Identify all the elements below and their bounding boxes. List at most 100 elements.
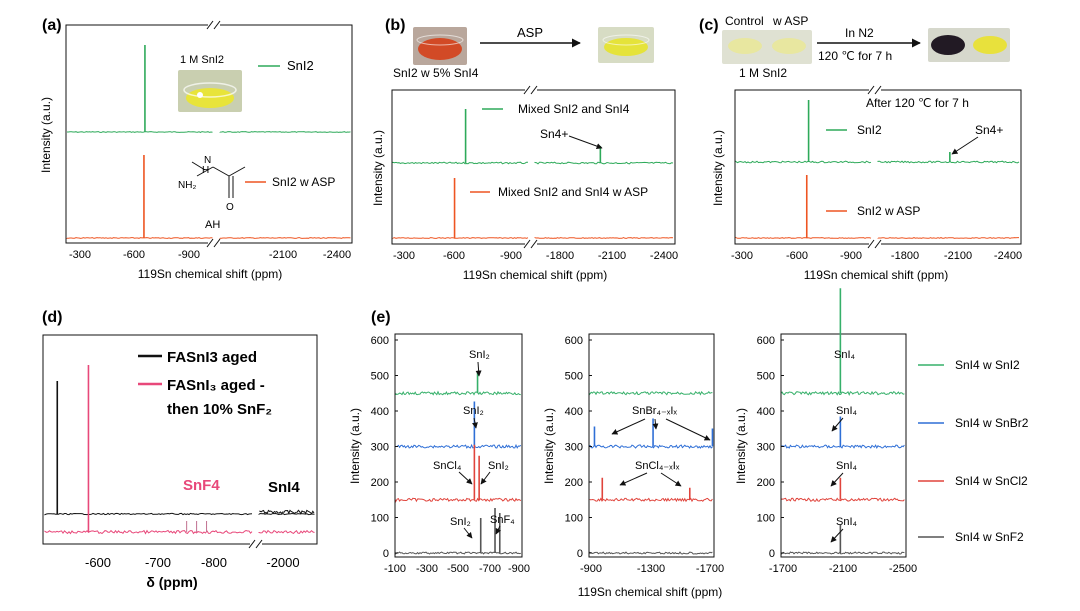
trace-3-baseline	[589, 551, 713, 555]
annotation-sn4: Sn4+	[975, 123, 1003, 137]
trace-2-baseline	[395, 497, 522, 503]
x-tick-label: -2100	[269, 249, 297, 261]
legend-sni2: SnI2	[287, 58, 314, 73]
annotation-sni4: SnI₄	[836, 516, 858, 528]
panel-b-traces	[392, 109, 674, 239]
trace-3-baseline	[781, 551, 905, 555]
legend-label: SnI4 w SnCl2	[955, 474, 1028, 488]
panel-d-axis-break	[248, 539, 263, 549]
photo-label-asp: w ASP	[772, 14, 808, 28]
annotation-sni4: SnI₄	[836, 460, 858, 472]
annotation-arrow	[568, 135, 603, 149]
annotation-arrow	[463, 527, 473, 539]
legend-aged: FASnI3 aged	[167, 349, 257, 366]
annotation-sn4: Sn4+	[540, 127, 568, 141]
trace-2-baseline	[589, 497, 713, 503]
y-tick-label: 300	[565, 442, 583, 454]
annotation-sni2: SnI₂	[463, 405, 484, 417]
annotation-arrow	[480, 471, 491, 485]
panel-b-x-axis-label: 119Sn chemical shift (ppm)	[463, 268, 608, 282]
trace-sni2-asp-baseline	[219, 237, 351, 239]
y-tick-label: 400	[757, 406, 775, 418]
y-tick-label: 200	[565, 477, 583, 489]
y-tick-label: 300	[371, 442, 389, 454]
legend-sni2-asp: SnI2 w ASP	[272, 175, 335, 189]
legend-aged-snf2-line2: then 10% SnF₂	[167, 401, 272, 418]
annotation-arrow	[471, 417, 478, 429]
annotation-arrow	[475, 361, 482, 377]
legend-label: SnI4 w SnI2	[955, 358, 1020, 372]
panel-b: (b) ASP SnI2 w 5% SnI4 -300 -600 -900 -1…	[371, 17, 678, 282]
label-snf4: SnF4	[183, 477, 220, 494]
arrow-label-asp: ASP	[517, 25, 543, 40]
trace-sni2-baseline	[67, 131, 213, 133]
x-tick-label: -100	[384, 563, 406, 575]
y-tick-label: 0	[577, 548, 583, 560]
x-tick-label: -900	[508, 563, 530, 575]
y-tick-label: 500	[757, 371, 775, 383]
y-tick-label: 400	[371, 406, 389, 418]
trace-aged-snf2-baseline	[258, 529, 315, 535]
y-tick-label: 500	[371, 371, 389, 383]
vial-photo-red	[413, 27, 467, 65]
panel-a-y-axis-label: Intensity (a.u.)	[39, 97, 53, 173]
annotation-snf4: SnF₄	[490, 514, 515, 526]
mol-atom-nh2: NH₂	[178, 180, 196, 191]
trace-0-baseline	[395, 390, 521, 396]
panel-e-traces	[395, 288, 905, 555]
trace-sni2-asp-baseline	[877, 237, 1019, 239]
panel-c: (c) Control w ASP 1 M SnI2 In N2 120 ℃ f…	[699, 14, 1022, 282]
x-tick-label: -600	[786, 250, 808, 262]
vial-photo-dark-yellow	[928, 28, 1010, 62]
trace-aged-baseline	[44, 512, 253, 516]
annotation-sncl4: SnCl₄	[433, 460, 462, 472]
y-tick-label: 200	[757, 477, 775, 489]
panel-b-axis-break	[523, 85, 538, 249]
panel-a-label: (a)	[42, 17, 62, 34]
trace-3-baseline	[395, 551, 521, 555]
legend-mixed-asp: Mixed SnI2 and SnI4 w ASP	[498, 185, 648, 199]
panel-c-label: (c)	[699, 17, 719, 34]
panel-d-x-axis-label: δ (ppm)	[146, 574, 197, 590]
annotation-arrow	[665, 418, 711, 441]
panel-a: (a) -300 -600 -900 -2100 -2400 119Sn che…	[39, 17, 353, 281]
annotation-arrow	[951, 136, 979, 155]
x-tick-label: -1800	[891, 250, 919, 262]
molecule-label: AH	[205, 219, 220, 231]
x-tick-label: -300	[731, 250, 753, 262]
panel-e-x-axis-label: 119Sn chemical shift (ppm)	[578, 585, 723, 599]
vial-photo-pair	[722, 30, 812, 64]
x-tick-label: -900	[840, 250, 862, 262]
label-sni4: SnI4	[268, 479, 300, 496]
x-tick-label: -2000	[266, 555, 299, 570]
legend-mixed: Mixed SnI2 and SnI4	[518, 102, 630, 116]
x-tick-label: -700	[479, 563, 501, 575]
trace-2-baseline	[781, 497, 905, 502]
panel-d-frame	[42, 334, 318, 545]
photo-label-control: Control	[725, 14, 764, 28]
x-tick-label: -800	[201, 555, 227, 570]
annotation-arrow	[458, 471, 473, 485]
molecule-structure-icon	[191, 161, 246, 198]
vial-photo-sni2	[178, 70, 242, 112]
trace-mixed-asp-baseline	[534, 237, 674, 239]
trace-mixed-asp-baseline	[392, 237, 529, 239]
trace-1-baseline	[589, 444, 713, 449]
y-tick-label: 100	[757, 513, 775, 525]
panel-d-label: (d)	[42, 309, 62, 326]
x-tick-label: -300	[416, 563, 438, 575]
panel-e-subplot-1	[394, 333, 523, 558]
annotation-sni4: SnI₄	[834, 349, 856, 361]
x-tick-label: -1700	[769, 563, 797, 575]
panel-c-frame	[734, 89, 1022, 245]
y-tick-label: 600	[371, 335, 389, 347]
x-tick-label: -2500	[889, 563, 917, 575]
x-tick-label: -900	[580, 563, 602, 575]
annotation-arrow	[652, 418, 659, 430]
panel-c-subtitle: After 120 ℃ for 7 h	[866, 96, 969, 110]
trace-sni2-asp-baseline	[735, 236, 872, 239]
panel-e-label: (e)	[371, 309, 391, 326]
trace-mixed-baseline	[392, 161, 528, 165]
x-tick-label: -2400	[323, 249, 351, 261]
panel-b-label: (b)	[385, 17, 405, 34]
